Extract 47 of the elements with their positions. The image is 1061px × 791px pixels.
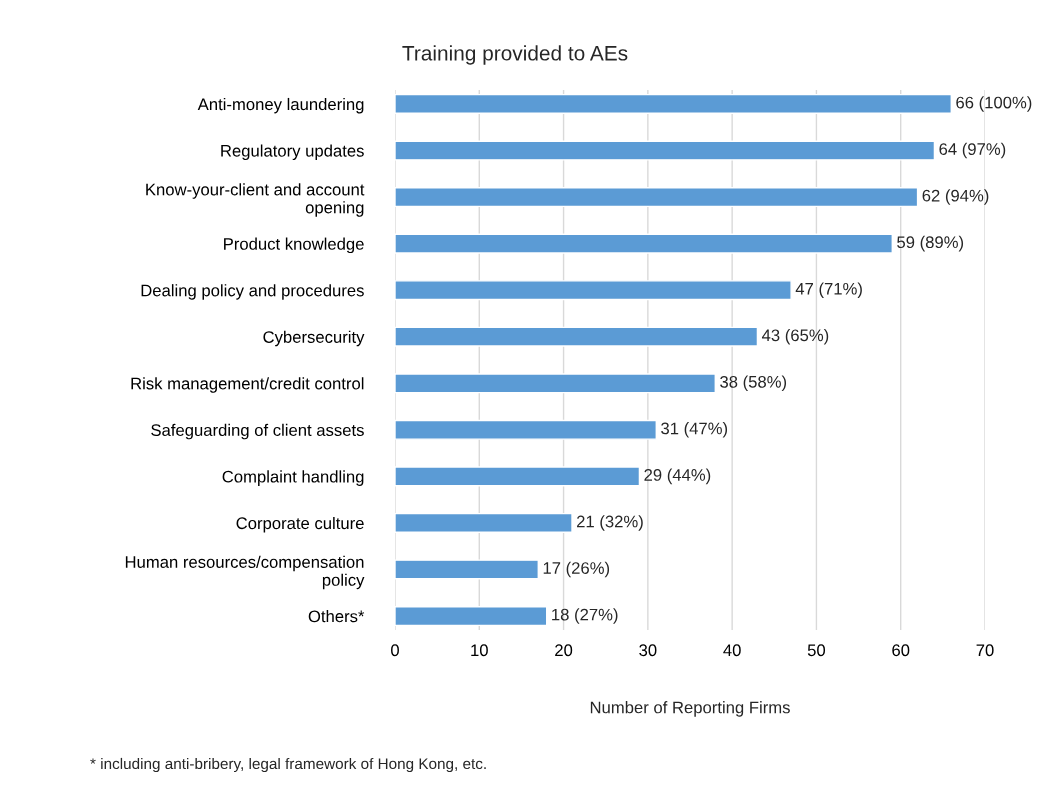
data-label: 64 (97%)	[939, 142, 1006, 159]
data-label: 43 (65%)	[761, 328, 829, 345]
y-tick-label: Others*	[308, 610, 365, 623]
y-tick-label: Product knowledge	[224, 237, 364, 254]
bar	[395, 93, 952, 114]
y-tick-label: Know-your-client and account opening	[146, 183, 365, 217]
bar	[395, 373, 716, 394]
bar	[395, 233, 893, 254]
y-tick-label: Human resources/compensation policy	[125, 555, 365, 590]
data-label: 18 (27%)	[552, 608, 618, 624]
data-label: 29 (44%)	[644, 468, 711, 485]
bar	[395, 419, 657, 440]
bar	[395, 606, 548, 627]
bar	[395, 280, 792, 301]
x-tick-label: 30	[639, 644, 657, 657]
y-tick-label: Risk management/credit control	[131, 377, 364, 393]
bar	[395, 466, 641, 487]
data-label: 62 (94%)	[922, 189, 989, 205]
y-tick-label: Dealing policy and procedures	[141, 284, 364, 300]
bar	[395, 326, 759, 347]
data-label: 38 (58%)	[720, 375, 787, 392]
x-tick-label: 20	[555, 644, 573, 657]
x-tick-label: 60	[892, 644, 910, 657]
x-tick-label: 0	[391, 644, 399, 657]
y-tick-label: Regulatory updates	[221, 144, 364, 161]
x-axis-title: Number of Reporting Firms	[590, 701, 790, 717]
bar	[395, 559, 539, 580]
x-tick-label: 50	[807, 644, 826, 657]
text: * including anti-bribery, legal framework of Hong Kong, etc.	[90, 757, 486, 773]
y-tick-label: Cybersecurity	[263, 330, 365, 347]
data-label: 59 (89%)	[897, 235, 964, 252]
chart-title: Training provided to AEs	[402, 45, 628, 65]
bar	[395, 140, 936, 161]
data-label: 31 (47%)	[661, 422, 728, 438]
bar	[395, 512, 573, 533]
y-tick-label: Safeguarding of client assets	[151, 423, 364, 440]
y-tick-label: Corporate culture	[236, 516, 364, 533]
x-tick-label: 70	[976, 644, 994, 657]
data-label: 17 (26%)	[543, 561, 610, 578]
bar	[395, 187, 919, 208]
x-tick-label: 40	[723, 644, 741, 657]
x-tick-label: 10	[471, 644, 488, 657]
data-label: 21 (32%)	[577, 515, 643, 531]
y-tick-label: Complaint handling	[222, 470, 364, 486]
data-label: 66 (100%)	[956, 96, 1032, 112]
y-tick-label: Anti-money laundering	[197, 97, 364, 114]
data-label: 47 (71%)	[795, 282, 862, 298]
